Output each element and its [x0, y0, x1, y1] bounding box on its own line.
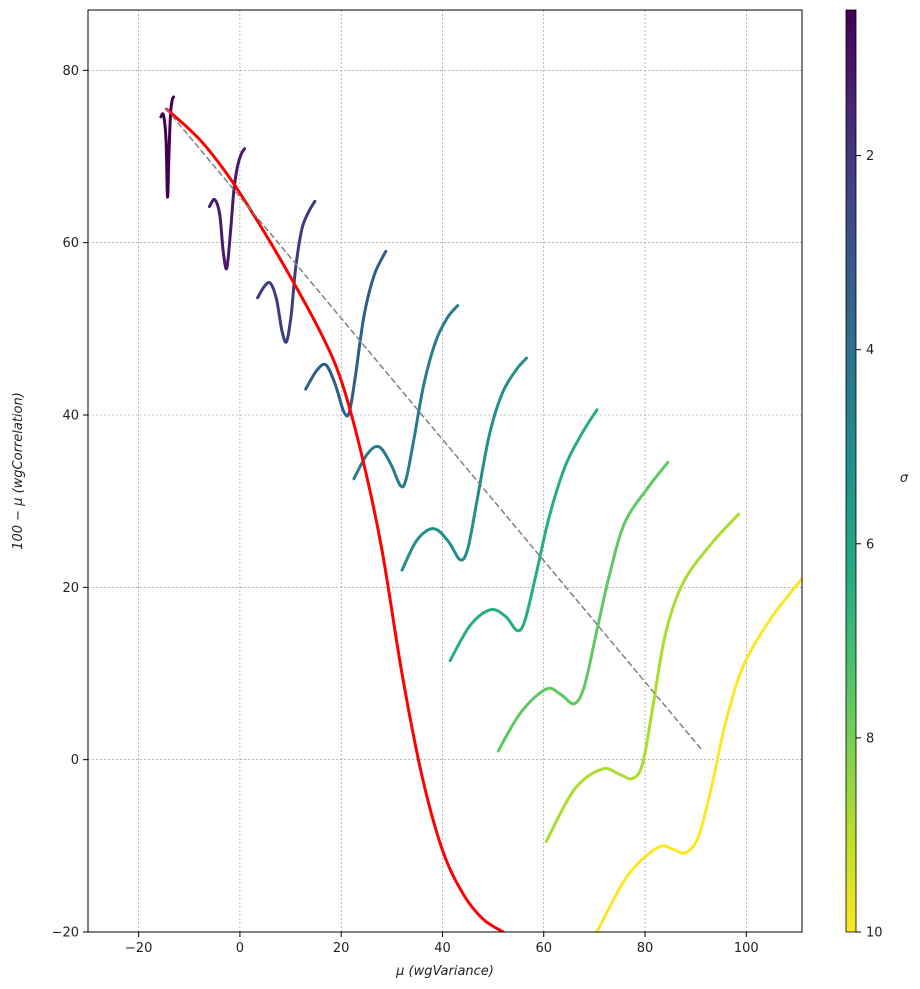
colorbar-label: σ	[900, 471, 909, 486]
x-tick-label: 40	[434, 941, 451, 956]
y-tick-label: 20	[62, 581, 79, 596]
x-tick-label: 60	[535, 941, 552, 956]
series-line-5	[400, 356, 528, 572]
fit-curve	[165, 107, 507, 932]
series-layer	[159, 95, 802, 932]
trend-line	[165, 108, 702, 750]
series-line-6	[448, 408, 599, 663]
y-tick-label: 80	[62, 64, 79, 79]
y-axis-label: 100 − μ (wgCorrelation)	[11, 392, 26, 550]
x-tick-label: 100	[734, 941, 759, 956]
grid-lines	[88, 10, 802, 933]
x-axis-label: μ (wgVariance)	[395, 964, 494, 979]
y-tick-label: 60	[62, 236, 79, 251]
x-tick-label: 20	[333, 941, 350, 956]
series-line-1	[208, 147, 246, 271]
y-axis-ticks: −20 0 20 40 60 80	[52, 64, 88, 941]
colorbar-tick-label: 6	[866, 537, 874, 552]
colorbar-tick-label: 2	[866, 149, 874, 164]
series-line-9	[595, 577, 802, 932]
y-tick-label: 40	[62, 408, 79, 423]
colorbar-tick-label: 10	[866, 926, 883, 941]
series-line-7	[496, 460, 670, 753]
y-tick-label: 0	[71, 753, 79, 768]
x-tick-label: 0	[236, 941, 244, 956]
colorbar-tick-label: 8	[866, 731, 874, 746]
colorbar-tick-label: 4	[866, 343, 874, 358]
series-line-8	[544, 512, 741, 843]
x-axis-ticks: −20 0 20 40 60 80 100	[125, 932, 759, 956]
y-tick-label: −20	[52, 926, 79, 941]
series-line-0	[159, 95, 176, 199]
series-line-3	[304, 249, 388, 418]
plot-frame	[87, 9, 803, 933]
colorbar	[845, 9, 857, 933]
colorbar-ticks: 2 4 6 8 10	[856, 149, 883, 941]
x-tick-label: −20	[125, 941, 152, 956]
series-line-4	[352, 304, 460, 489]
series-line-2	[256, 199, 317, 344]
x-tick-label: 80	[637, 941, 654, 956]
